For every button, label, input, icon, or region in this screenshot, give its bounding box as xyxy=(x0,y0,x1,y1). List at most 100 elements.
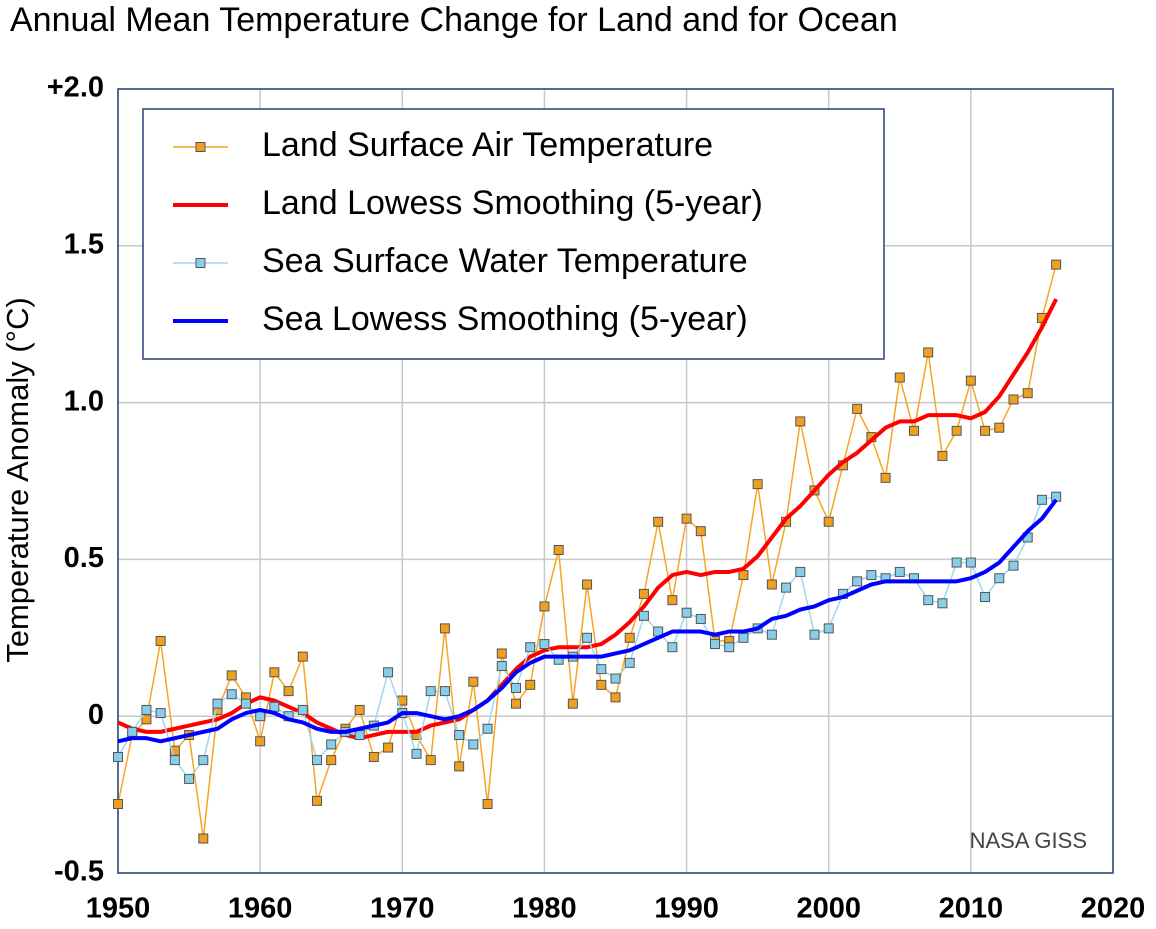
data-point xyxy=(297,651,308,662)
data-point xyxy=(326,739,337,750)
data-point xyxy=(127,726,138,737)
data-point xyxy=(880,472,891,483)
y-tick-label: 1.5 xyxy=(64,228,104,260)
data-point xyxy=(169,755,180,766)
data-point xyxy=(923,595,934,606)
data-point xyxy=(539,639,550,650)
data-point xyxy=(269,701,280,712)
data-point xyxy=(354,704,365,715)
legend: Land Surface Air Temperature Land Lowess … xyxy=(142,108,885,360)
y-axis-label: Temperature Anomaly (°C) xyxy=(0,297,35,663)
data-point xyxy=(1051,259,1062,270)
data-point xyxy=(795,566,806,577)
data-point xyxy=(852,403,863,414)
data-point xyxy=(937,450,948,461)
data-point xyxy=(766,629,777,640)
data-point xyxy=(368,751,379,762)
data-point xyxy=(894,372,905,383)
data-point xyxy=(155,635,166,646)
data-point xyxy=(553,544,564,555)
data-point xyxy=(1036,494,1047,505)
legend-label: Sea Lowess Smoothing (5-year) xyxy=(262,300,748,338)
data-point xyxy=(681,607,692,618)
data-point xyxy=(596,664,607,675)
data-point xyxy=(1008,560,1019,571)
data-point xyxy=(795,416,806,427)
data-point xyxy=(567,698,578,709)
data-point xyxy=(141,714,152,725)
data-point xyxy=(638,588,649,599)
plot-frame xyxy=(117,88,1114,874)
data-point xyxy=(738,632,749,643)
data-point xyxy=(638,610,649,621)
data-point xyxy=(198,755,209,766)
data-point xyxy=(539,601,550,612)
legend-label: Sea Surface Water Temperature xyxy=(262,242,748,280)
legend-marker xyxy=(195,142,206,152)
legend-box xyxy=(142,108,885,360)
data-point xyxy=(681,513,692,524)
data-point xyxy=(141,704,152,715)
x-tick-label: 1970 xyxy=(370,893,435,925)
data-point xyxy=(980,592,991,603)
data-point xyxy=(255,736,266,747)
data-point xyxy=(525,642,536,653)
data-point xyxy=(226,670,237,681)
data-point xyxy=(624,657,635,668)
data-point xyxy=(312,755,322,766)
y-tick-label: -0.5 xyxy=(54,856,104,888)
data-point xyxy=(269,667,280,678)
legend-label: Land Lowess Smoothing (5-year) xyxy=(262,184,763,222)
x-tick-label: 2020 xyxy=(1081,893,1146,925)
data-point xyxy=(994,422,1005,433)
data-point xyxy=(454,730,465,741)
y-tick-label: 0.5 xyxy=(64,542,104,574)
data-point xyxy=(823,623,834,634)
data-point xyxy=(596,679,607,690)
data-point xyxy=(951,557,962,568)
data-point xyxy=(439,623,450,634)
data-point xyxy=(383,742,394,753)
data-point xyxy=(582,632,593,643)
data-point xyxy=(454,761,465,772)
series-line xyxy=(117,298,1058,741)
y-tick-label: 1.0 xyxy=(64,385,104,417)
data-point xyxy=(383,667,394,678)
data-point xyxy=(852,576,863,587)
annotation: NASA GISS xyxy=(970,828,1087,853)
data-point xyxy=(525,679,536,690)
data-point xyxy=(923,347,934,358)
legend-label: Land Surface Air Temperature xyxy=(262,126,713,164)
data-point xyxy=(283,686,294,697)
data-point xyxy=(624,632,635,643)
data-point xyxy=(198,833,209,844)
data-point xyxy=(482,799,493,810)
x-tick-label: 1980 xyxy=(512,893,577,925)
data-point xyxy=(212,698,223,709)
data-point xyxy=(965,375,976,386)
x-tick-label: 1960 xyxy=(228,893,293,925)
data-point xyxy=(312,795,322,806)
data-point xyxy=(937,598,948,609)
y-tick-label: +2.0 xyxy=(47,72,104,104)
data-point xyxy=(155,708,166,719)
data-point xyxy=(909,425,919,436)
data-point xyxy=(667,595,678,606)
series-line xyxy=(117,498,1058,744)
data-point xyxy=(781,582,792,593)
y-tick-label: 0 xyxy=(88,699,104,731)
data-point xyxy=(653,516,664,527)
data-point xyxy=(965,557,976,568)
data-point xyxy=(496,661,507,672)
data-point xyxy=(951,425,962,436)
data-point xyxy=(511,682,521,693)
data-point xyxy=(980,425,991,436)
data-point xyxy=(894,566,905,577)
data-point xyxy=(724,642,735,653)
data-point xyxy=(695,526,706,537)
data-point xyxy=(113,799,123,810)
data-point xyxy=(766,579,777,590)
data-point xyxy=(695,613,706,624)
data-point xyxy=(425,755,436,766)
